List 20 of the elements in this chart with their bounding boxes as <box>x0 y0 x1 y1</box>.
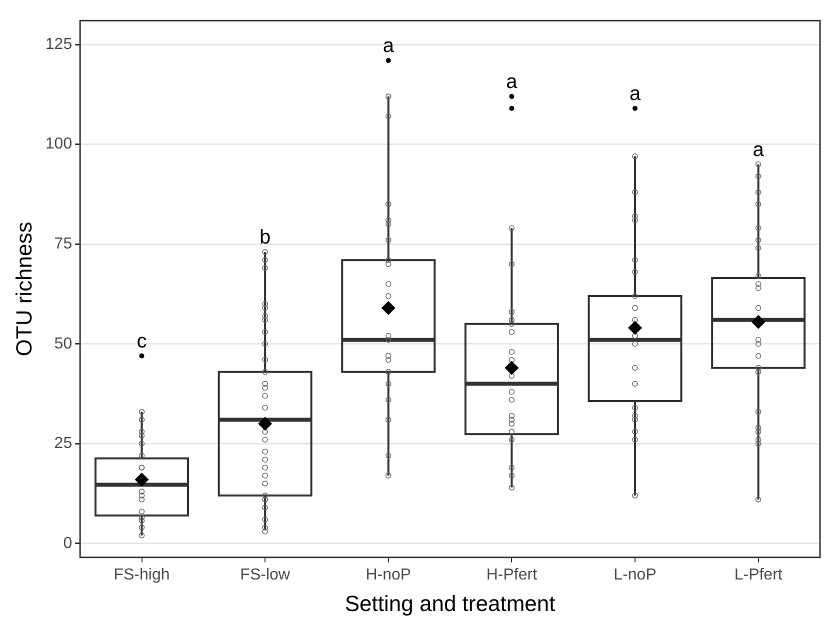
annotation: a <box>382 35 395 58</box>
annotation: b <box>260 226 271 249</box>
x-tick-label: L-Pfert <box>734 566 783 584</box>
y-tick-label: 50 <box>54 335 72 352</box>
y-tick-label: 25 <box>54 435 72 452</box>
x-tick-label: H-Pfert <box>486 566 538 584</box>
annotation: a <box>629 82 642 105</box>
x-axis-title: Setting and treatment <box>344 590 556 616</box>
annotation: a <box>506 70 518 93</box>
annotation: c <box>136 330 147 352</box>
x-tick-label: FS-low <box>240 566 290 584</box>
x-tick-label: FS-high <box>114 566 170 584</box>
x-tick-label: L-noP <box>614 566 656 584</box>
x-tick-label: H-noP <box>366 566 412 584</box>
y-tick-label: 100 <box>45 136 72 153</box>
annotation: a <box>752 138 765 161</box>
y-tick-label: 0 <box>63 534 72 552</box>
y-tick-label: 125 <box>45 36 72 53</box>
y-tick-label: 75 <box>54 236 72 253</box>
y-axis-title: OTU richness <box>11 222 36 356</box>
